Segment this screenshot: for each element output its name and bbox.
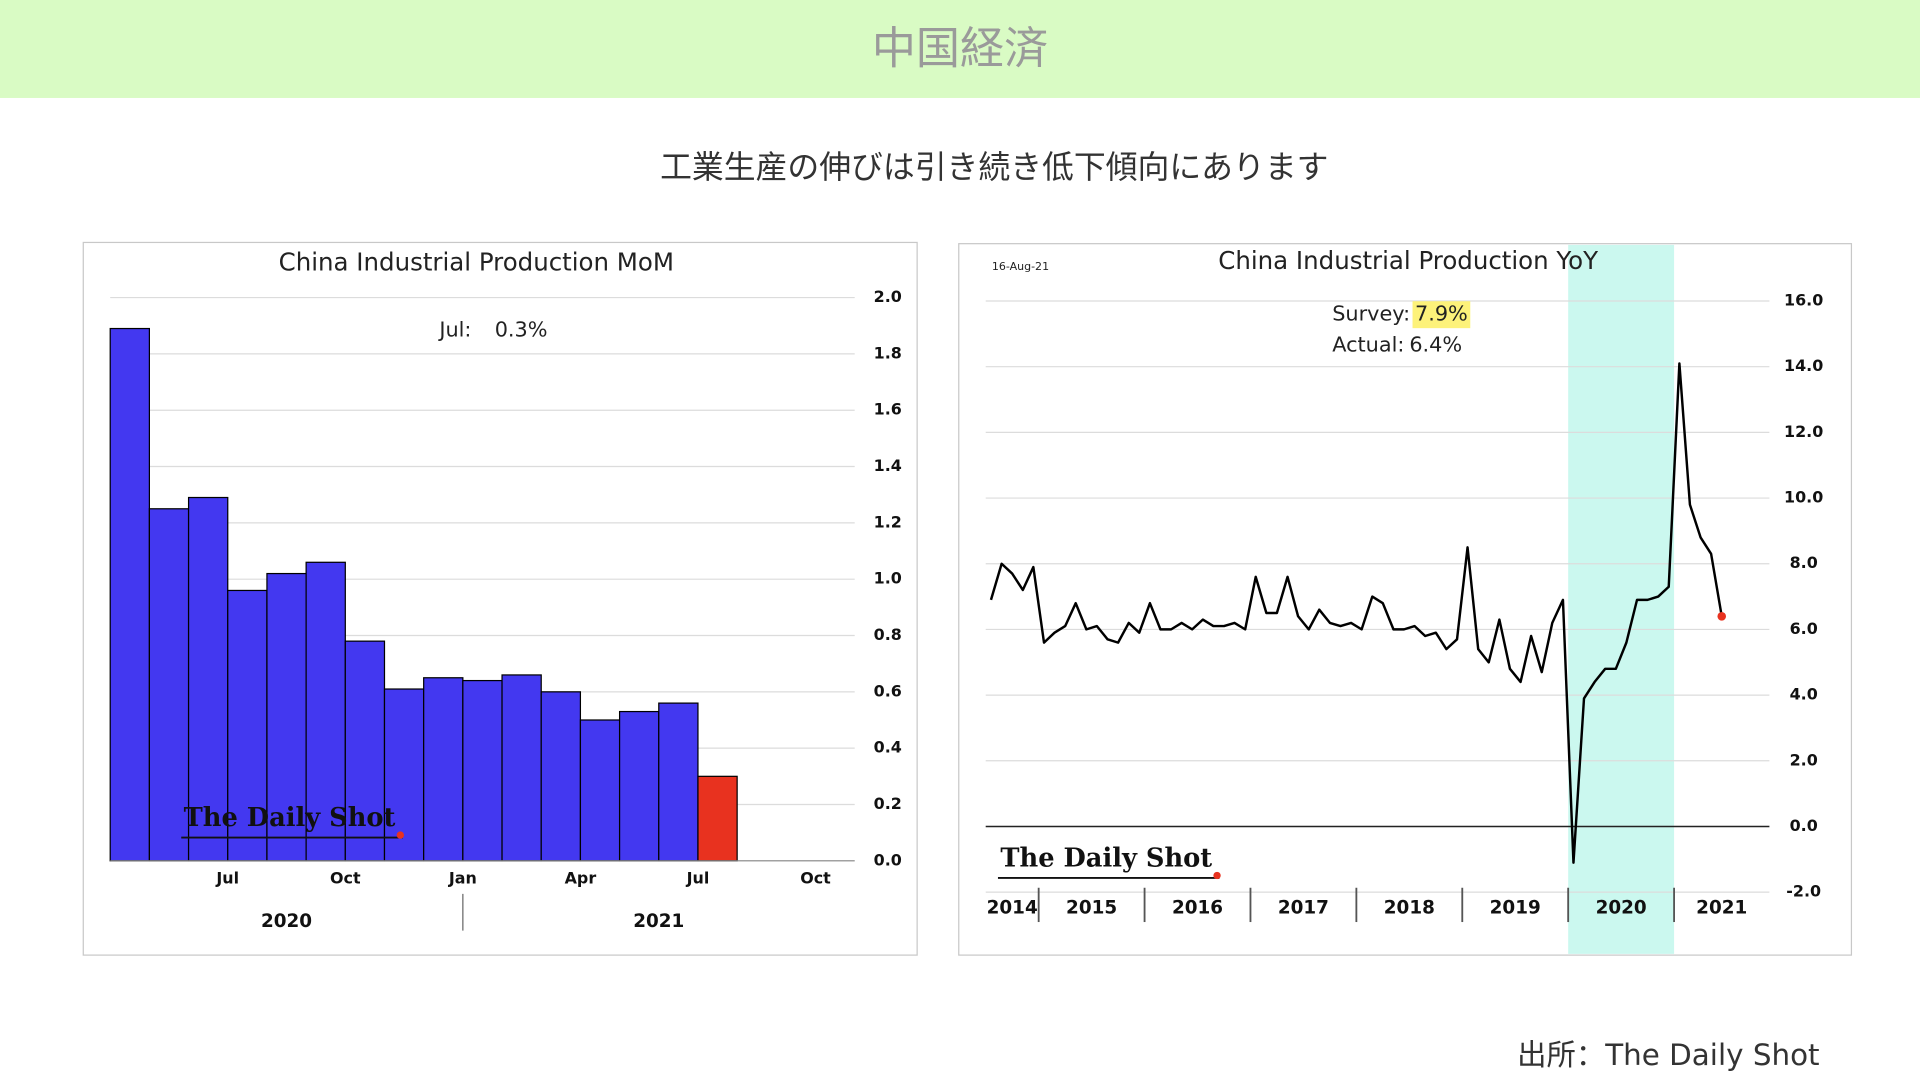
- bar: [266, 572, 307, 862]
- slide-title: 中国経済: [872, 23, 1048, 74]
- annotation-label: Survey:: [1332, 302, 1410, 326]
- y-tick-label: 0.0: [874, 850, 902, 869]
- year-label: 2018: [1384, 898, 1435, 919]
- year-label: 2020: [1596, 898, 1647, 919]
- year-label: 2020: [261, 911, 312, 932]
- bar: [501, 674, 542, 862]
- annotation-value: 7.9%: [1415, 302, 1468, 326]
- source: 出所：The Daily Shot: [1517, 1038, 1820, 1072]
- bar: [697, 775, 738, 862]
- y-tick-label: 1.8: [874, 343, 902, 362]
- bar: [148, 508, 190, 862]
- watermark: The Daily Shot: [184, 803, 396, 833]
- y-tick-label: 0.8: [874, 625, 902, 644]
- annotation-label: Jul:: [437, 318, 471, 342]
- date-label: 16-Aug-21: [992, 260, 1049, 273]
- y-tick-label: 8.0: [1790, 553, 1818, 572]
- line: [989, 362, 1723, 864]
- y-tick-label: 1.0: [874, 569, 902, 588]
- header-band: [0, 0, 1920, 98]
- y-tick-label: 0.0: [1790, 816, 1818, 835]
- bar: [423, 677, 464, 862]
- year-label: 2015: [1066, 898, 1117, 919]
- bar: [383, 688, 425, 862]
- y-tick-label: 0.4: [874, 738, 902, 757]
- x-tick-label: Jul: [686, 869, 710, 888]
- annotation-label: Actual:: [1332, 332, 1404, 356]
- year-label: 2016: [1172, 898, 1223, 919]
- chart-title: China Industrial Production YoY: [1218, 246, 1598, 275]
- year-label: 2021: [1696, 898, 1747, 919]
- x-tick-label: Apr: [565, 869, 597, 888]
- watermark: The Daily Shot: [1000, 844, 1212, 874]
- subtitle: 工業生産の伸びは引き続き低下傾向にあります: [660, 148, 1328, 186]
- bar: [658, 702, 699, 862]
- y-tick-label: 16.0: [1784, 291, 1823, 310]
- y-tick-label: 10.0: [1784, 488, 1823, 507]
- year-label: 2017: [1278, 898, 1329, 919]
- y-tick-label: 4.0: [1790, 685, 1818, 704]
- bar: [109, 327, 150, 862]
- y-tick-label: 14.0: [1784, 356, 1823, 375]
- y-tick-label: 1.6: [874, 400, 902, 419]
- y-tick-label: 12.0: [1784, 422, 1823, 441]
- y-tick-label: 0.6: [874, 681, 902, 700]
- panel: [958, 243, 1853, 956]
- bar: [579, 719, 621, 862]
- bar: [305, 561, 346, 862]
- y-tick-label: -2.0: [1786, 882, 1821, 901]
- y-tick-label: 0.2: [874, 794, 902, 813]
- shade: [1568, 244, 1675, 954]
- bar: [344, 640, 386, 862]
- bar: [462, 679, 503, 862]
- y-tick-label: 2.0: [874, 287, 902, 306]
- y-tick-label: 1.4: [874, 456, 902, 475]
- watermark-dot: [1213, 871, 1221, 880]
- x-tick-label: Oct: [330, 869, 361, 888]
- chart-title: China Industrial Production MoM: [279, 247, 674, 276]
- end-marker: [1717, 612, 1727, 621]
- year-label: 2019: [1490, 898, 1541, 919]
- y-tick-label: 1.2: [874, 512, 902, 531]
- annotation-value: 6.4%: [1409, 332, 1462, 356]
- x-tick-label: Oct: [800, 869, 831, 888]
- y-tick-label: 6.0: [1790, 619, 1818, 638]
- x-tick-label: Jul: [215, 869, 239, 888]
- x-tick-label: Jan: [448, 869, 477, 888]
- watermark-dot: [396, 831, 404, 839]
- highlight: [1412, 301, 1471, 329]
- year-label: 2021: [633, 911, 684, 932]
- annotation-value: 0.3%: [495, 318, 548, 342]
- bar: [540, 691, 582, 862]
- bar: [618, 710, 660, 862]
- y-tick-label: 2.0: [1790, 750, 1818, 769]
- year-label: 2014: [987, 898, 1038, 919]
